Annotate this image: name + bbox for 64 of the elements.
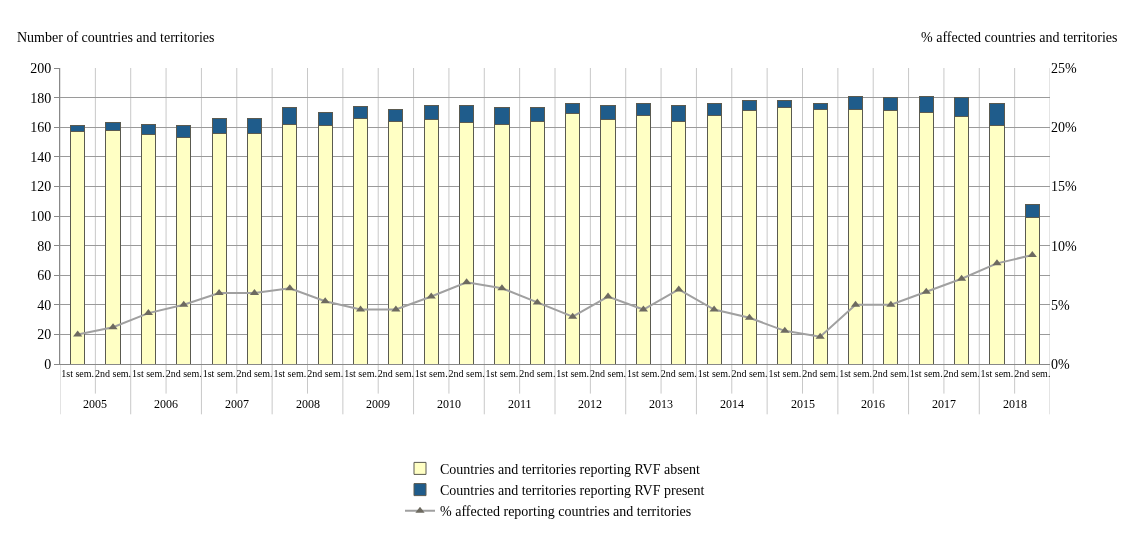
text: 2015: [791, 397, 815, 411]
y-tick-label: 0: [44, 356, 52, 372]
y-tick-label: 140: [30, 149, 52, 165]
text: 2017: [932, 397, 956, 411]
x-tick-label: 1st sem.: [344, 368, 377, 379]
y-tick-label: 180: [30, 90, 52, 106]
x-tick-label: 1st sem.: [697, 368, 731, 379]
x-tick-label: 2nd sem.: [377, 368, 414, 379]
x-tick-label: 1st sem.: [414, 368, 448, 379]
legend-label: % affected reporting countries and territories: [440, 504, 692, 520]
y-tick-label: 80: [37, 238, 52, 254]
x-tick-label: 1st sem.: [768, 368, 802, 379]
x-tick-label: 2nd sem.: [589, 368, 627, 379]
legend-label: Countries and territories reporting RVF present: [440, 483, 705, 499]
y-tick-label: 100: [30, 208, 52, 224]
x-tick-label: 1st sem.: [909, 368, 943, 379]
x-tick-label: 2nd sem.: [802, 368, 839, 379]
x-tick-label: 2nd sem.: [236, 368, 273, 379]
y2-axis-title: % affected countries and territories: [921, 30, 1118, 45]
y2-tick-label: 25%: [1051, 60, 1077, 76]
x-tick-label: 2nd sem.: [1014, 368, 1051, 379]
y2-tick-label: 0%: [1051, 356, 1070, 372]
x-tick-label: 1st sem.: [202, 368, 236, 379]
x-tick-label: 1st sem.: [627, 368, 660, 379]
legend-label: Countries and territories reporting RVF absent: [440, 461, 700, 477]
x-tick-label: 1st sem.: [273, 368, 307, 379]
x-tick-label: 2nd sem.: [872, 368, 909, 379]
y2-tick-label: 15%: [1051, 179, 1077, 195]
x-tick-label: 2nd sem.: [165, 368, 202, 379]
text: 2012: [578, 397, 602, 411]
y2-tick-label: 20%: [1051, 120, 1077, 136]
text: 2010: [437, 397, 461, 411]
x-tick-label: 1st sem.: [980, 368, 1014, 379]
text: 2013: [649, 397, 673, 411]
x-tick-label: 2nd sem.: [519, 368, 556, 379]
y-tick-label: 120: [30, 179, 52, 195]
x-tick-label: 2nd sem.: [307, 368, 344, 379]
text: 2011: [508, 397, 532, 411]
x-tick-label: 1st sem.: [485, 368, 519, 379]
text: 2016: [861, 397, 885, 411]
x-tick-label: 1st sem.: [839, 368, 872, 379]
y-tick-label: 40: [37, 297, 52, 313]
x-tick-label: 2nd sem.: [448, 368, 485, 379]
y-tick-label: 160: [30, 120, 52, 136]
y-axis-title: Number of countries and territories: [17, 30, 215, 45]
y-tick-label: 20: [37, 327, 52, 343]
text: 2018: [1003, 397, 1027, 411]
text: 2005: [83, 397, 107, 411]
x-tick-label: 1st sem.: [556, 368, 590, 379]
x-tick-label: 2nd sem.: [731, 368, 768, 379]
y-tick-label: 60: [37, 268, 52, 284]
x-tick-label: 2nd sem.: [943, 368, 980, 379]
text: 2008: [296, 397, 320, 411]
text: 2006: [154, 397, 178, 411]
y-tick-label: 200: [30, 60, 52, 76]
y2-tick-label: 5%: [1051, 297, 1070, 313]
x-tick-label: 1st sem.: [61, 368, 95, 379]
x-tick-label: 1st sem.: [132, 368, 165, 379]
x-tick-label: 2nd sem.: [660, 368, 697, 379]
x-tick-label: 2nd sem.: [94, 368, 132, 379]
text: 2009: [366, 397, 390, 411]
text: 2014: [720, 397, 744, 411]
text: 2007: [225, 397, 249, 411]
y2-tick-label: 10%: [1051, 238, 1077, 254]
